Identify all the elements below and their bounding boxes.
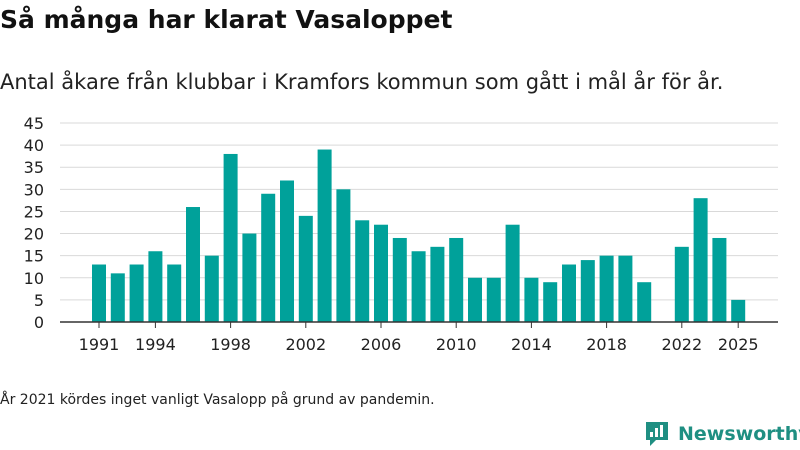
y-tick-label: 15 — [24, 247, 44, 266]
chart-subtitle: Antal åkare från klubbar i Kramfors komm… — [0, 70, 724, 94]
bar-2000 — [261, 193, 276, 322]
y-tick-label: 5 — [34, 291, 44, 310]
y-tick-label: 30 — [24, 180, 44, 199]
bars — [92, 149, 746, 322]
newsworthy-logo-icon — [646, 422, 668, 446]
bar-2003 — [317, 149, 332, 322]
bar-1999 — [242, 233, 257, 322]
bar-1996 — [186, 207, 200, 322]
chart-title: Så många har klarat Vasaloppet — [0, 5, 453, 34]
y-tick-label: 40 — [24, 136, 44, 155]
bar-2005 — [355, 220, 370, 322]
bar-1991 — [92, 264, 106, 322]
y-tick-label: 45 — [24, 114, 44, 133]
bar-2015 — [543, 282, 558, 322]
y-tick-label: 0 — [34, 313, 44, 332]
bar-2022 — [674, 246, 689, 322]
bar-2006 — [374, 224, 388, 322]
bar-2011 — [468, 277, 482, 322]
bar-1994 — [148, 251, 163, 322]
y-tick-label: 25 — [24, 202, 44, 221]
bar-2023 — [693, 198, 708, 322]
bar-2004 — [336, 189, 351, 322]
x-tick-label: 1998 — [210, 335, 251, 354]
bar-2025 — [731, 299, 746, 322]
bar-1993 — [129, 264, 144, 322]
bar-1998 — [223, 153, 238, 322]
bar-2007 — [392, 237, 407, 322]
x-tick-label: 2002 — [285, 335, 326, 354]
y-tick-label: 35 — [24, 158, 44, 177]
x-tick-label: 2022 — [661, 335, 702, 354]
bar-2001 — [280, 180, 294, 322]
x-tick-label: 1994 — [135, 335, 176, 354]
bar-2016 — [562, 264, 576, 322]
bar-2014 — [524, 277, 539, 322]
bar-2012 — [486, 277, 501, 322]
y-tick-label: 20 — [24, 225, 44, 244]
bar-1995 — [167, 264, 182, 322]
bar-2018 — [599, 255, 614, 322]
bar-1992 — [110, 273, 125, 322]
brand-logo: Newsworthy — [644, 420, 800, 448]
brand-name: Newsworthy — [678, 423, 800, 445]
bar-2008 — [411, 251, 426, 322]
x-tick-label: 1991 — [79, 335, 120, 354]
bar-2002 — [298, 215, 313, 322]
bar-2024 — [712, 237, 727, 322]
x-tick-label: 2010 — [436, 335, 477, 354]
bar-2019 — [618, 255, 633, 322]
x-axis-ticks: 1991 1994 1998 2002 2006 2010 2014 2018 2022 2025 — [79, 322, 759, 354]
y-axis-ticks: 0 5 10 15 20 25 30 35 40 45 — [24, 114, 44, 332]
footnote: År 2021 kördes inget vanligt Vasalopp på… — [0, 392, 435, 408]
bar-2013 — [505, 224, 520, 322]
x-tick-label: 2014 — [511, 335, 552, 354]
bar-2020 — [637, 282, 652, 322]
bar-2010 — [449, 237, 464, 322]
bar-1997 — [204, 255, 219, 322]
bar-2017 — [580, 260, 595, 322]
y-tick-label: 10 — [24, 269, 44, 288]
x-tick-label: 2025 — [718, 335, 759, 354]
bar-2009 — [430, 246, 445, 322]
x-tick-label: 2006 — [361, 335, 402, 354]
x-tick-label: 2018 — [586, 335, 627, 354]
